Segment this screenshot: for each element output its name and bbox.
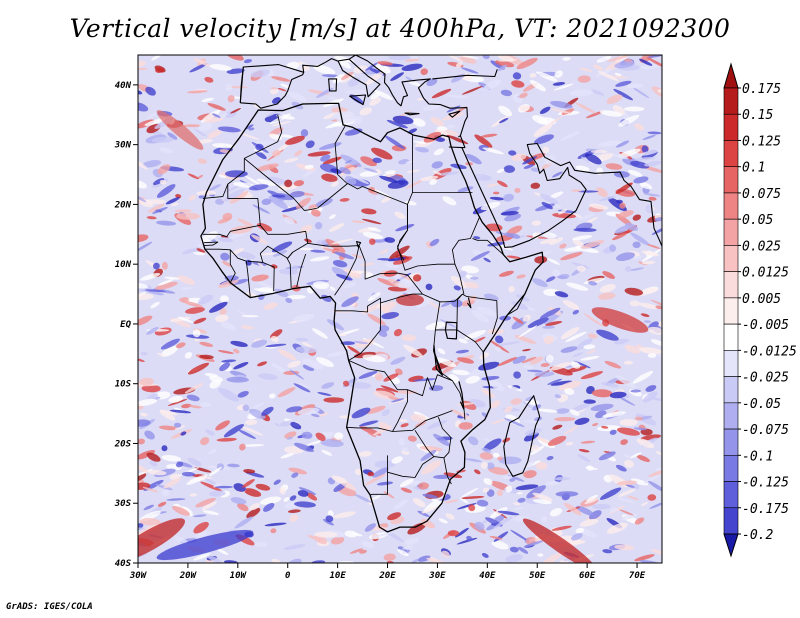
colorbar-label: 0.15	[742, 108, 773, 123]
credit-text: GrADS: IGES/COLA	[6, 602, 93, 612]
colorbar-segment	[723, 87, 739, 115]
colorbar-label: -0.005	[742, 318, 789, 333]
lon-tick-label: 20W	[179, 571, 198, 581]
colorbar-label: -0.125	[742, 476, 789, 491]
coastline-and-borders	[200, 55, 662, 533]
colorbar-label: -0.2	[742, 528, 773, 543]
lon-tick-label: 50E	[529, 571, 546, 581]
colorbar-segment	[723, 428, 739, 456]
colorbar-segment	[723, 402, 739, 430]
colorbar-segment	[723, 113, 739, 141]
lat-tick-label: EQ	[120, 320, 131, 330]
colorbar-top-arrow	[723, 62, 739, 89]
lat-tick-label: 40S	[115, 559, 132, 569]
map-title: Vertical velocity [m/s] at 400hPa, VT: 2…	[69, 14, 731, 43]
lat-tick-label: 10S	[115, 380, 132, 390]
latitude-axis: 40N 30N 20N 10N EQ 10S 20S 30S 40S	[114, 81, 138, 569]
longitude-axis: 30W 20W 10W 0 10E 20E 30E 40E 50E 60E 70E	[129, 563, 646, 581]
colorbar: 0.175 0.15 0.125 0.1 0.075 0.05 0.025 0.0125 0.0…	[723, 62, 797, 558]
lat-tick-label: 20S	[114, 439, 132, 449]
colorbar-segment	[723, 192, 739, 220]
colorbar-label: 0.175	[742, 82, 781, 97]
colorbar-label: -0.175	[742, 502, 789, 517]
colorbar-segment	[723, 350, 739, 377]
colorbar-label: -0.025	[742, 371, 789, 386]
lon-tick-label: 10E	[329, 571, 346, 581]
colorbar-segment	[723, 376, 739, 404]
colorbar-label: 0.0125	[742, 266, 789, 281]
colorbar-segment	[723, 323, 739, 351]
colorbar-segment	[723, 245, 739, 272]
colorbar-segment	[723, 140, 739, 168]
colorbar-label: -0.1	[742, 449, 773, 464]
lat-tick-label: 40N	[115, 81, 132, 91]
colorbar-segment	[723, 218, 739, 246]
colorbar-label: 0.125	[742, 134, 781, 149]
colorbar-segment	[723, 507, 739, 535]
colorbar-segment	[723, 271, 739, 299]
lon-tick-label: 30E	[428, 571, 446, 581]
colorbar-label: -0.05	[742, 397, 781, 412]
colorbar-segment	[723, 297, 739, 325]
lat-tick-label: 30N	[114, 141, 132, 151]
colorbar-segment	[723, 454, 739, 482]
colorbar-bottom-arrow	[723, 533, 739, 558]
colorbar-segment	[723, 481, 739, 509]
lat-tick-label: 10N	[115, 260, 132, 270]
lon-tick-label: 20E	[378, 571, 396, 581]
map-frame	[137, 54, 663, 564]
lat-tick-label: 20N	[114, 200, 132, 210]
colorbar-label: -0.075	[742, 423, 789, 438]
lon-tick-label: 0	[285, 571, 291, 581]
lon-tick-label: 40E	[479, 571, 496, 581]
colorbar-label: 0.075	[742, 187, 781, 202]
colorbar-segment	[723, 166, 739, 194]
lat-tick-label: 30S	[114, 499, 132, 509]
colorbar-label: -0.0125	[742, 344, 797, 359]
lon-tick-label: 30W	[129, 571, 148, 581]
colorbar-label: 0.05	[742, 213, 773, 228]
colorbar-label: 0.1	[742, 161, 765, 176]
velocity-field-patches	[138, 55, 662, 563]
lon-tick-label: 60E	[579, 571, 596, 581]
lon-tick-label: 70E	[629, 571, 646, 581]
lon-tick-label: 10W	[230, 571, 248, 581]
colorbar-label: 0.025	[742, 239, 781, 254]
colorbar-label: 0.005	[742, 292, 781, 307]
